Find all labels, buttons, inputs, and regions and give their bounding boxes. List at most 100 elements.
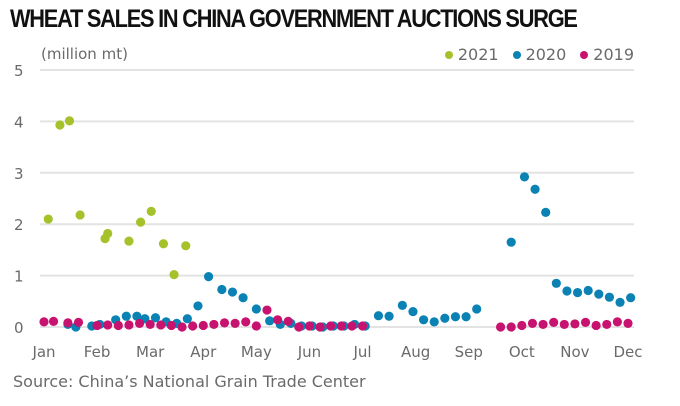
data-point-2019 — [177, 322, 187, 332]
data-point-2019 — [103, 320, 113, 330]
x-tick-label: Oct — [509, 343, 535, 361]
series-2021 — [43, 116, 191, 280]
y-tick-label: 0 — [14, 319, 24, 337]
data-point-2020 — [530, 184, 540, 194]
legend-label-2019: 2019 — [593, 45, 634, 64]
data-point-2019 — [315, 322, 325, 332]
data-point-2020 — [182, 314, 192, 324]
data-point-2020 — [373, 311, 384, 321]
data-point-2021 — [181, 241, 191, 251]
data-point-2019 — [326, 321, 336, 331]
y-axis-ticks: 0 1 2 3 4 5 — [14, 62, 24, 337]
data-point-2020 — [506, 237, 516, 247]
data-point-2019 — [156, 320, 166, 330]
data-point-2019 — [591, 320, 601, 331]
data-point-2021 — [124, 236, 134, 246]
data-point-2020 — [572, 287, 583, 298]
data-point-2021 — [169, 269, 179, 280]
data-point-2020 — [203, 272, 214, 282]
data-point-2020 — [408, 306, 418, 317]
data-point-2020 — [583, 285, 593, 296]
data-point-2021 — [136, 217, 146, 227]
data-point-2019 — [48, 316, 59, 326]
x-tick-label: Feb — [84, 343, 111, 361]
data-point-2019 — [63, 318, 73, 328]
x-tick-label: Jul — [352, 343, 371, 361]
chart-title: WHEAT SALES IN CHINA GOVERNMENT AUCTIONS… — [10, 5, 578, 33]
data-point-2019 — [506, 322, 516, 332]
legend-dot-2021 — [444, 50, 453, 59]
data-point-2020 — [397, 300, 407, 311]
data-point-2020 — [594, 289, 604, 299]
data-point-2019 — [580, 317, 591, 327]
x-tick-label: Mar — [136, 343, 165, 361]
legend-label-2021: 2021 — [457, 45, 499, 64]
data-points — [39, 116, 636, 332]
data-point-2019 — [549, 317, 559, 327]
series-2019 — [39, 305, 633, 332]
data-point-2020 — [384, 311, 394, 321]
x-tick-label: May — [241, 343, 272, 361]
data-point-2021 — [146, 206, 156, 216]
data-point-2019 — [219, 318, 230, 328]
data-point-2019 — [113, 320, 123, 331]
data-point-2021 — [55, 120, 65, 130]
data-point-2020 — [562, 286, 572, 296]
data-point-2019 — [188, 321, 198, 331]
data-point-2020 — [450, 312, 461, 322]
y-axis-unit-label: (million mt) — [41, 45, 128, 63]
data-point-2019 — [612, 317, 622, 327]
data-point-2019 — [347, 321, 357, 331]
data-point-2021 — [158, 239, 169, 249]
legend-label-2020: 2020 — [525, 45, 567, 64]
data-point-2019 — [73, 317, 84, 327]
data-point-2019 — [251, 321, 261, 331]
data-point-2019 — [538, 319, 548, 330]
data-point-2019 — [559, 319, 569, 330]
data-point-2019 — [230, 318, 240, 329]
legend-item-2021: 2021 — [444, 45, 499, 64]
data-point-2019 — [527, 318, 538, 329]
data-point-2019 — [304, 321, 315, 331]
data-point-2020 — [251, 304, 261, 314]
data-point-2020 — [551, 278, 561, 288]
data-point-2019 — [623, 318, 633, 329]
legend-item-2019: 2019 — [580, 45, 634, 64]
data-point-2019 — [198, 320, 208, 331]
data-point-2019 — [92, 320, 102, 331]
data-point-2020 — [121, 311, 131, 321]
data-point-2019 — [124, 320, 134, 330]
x-tick-label: Nov — [560, 343, 589, 361]
data-point-2020 — [238, 293, 248, 303]
data-point-2019 — [166, 320, 177, 331]
data-point-2020 — [227, 287, 238, 297]
legend-dot-2019 — [580, 50, 589, 59]
series-2020 — [63, 172, 636, 332]
data-point-2020 — [615, 297, 625, 307]
data-point-2019 — [209, 319, 219, 330]
data-point-2021 — [103, 228, 113, 239]
y-tick-label: 3 — [14, 165, 24, 183]
data-point-2020 — [217, 284, 227, 295]
x-tick-label: Jan — [31, 343, 55, 361]
x-tick-label: Dec — [613, 343, 642, 361]
x-tick-label: Apr — [190, 343, 217, 361]
x-tick-label: Jun — [297, 343, 321, 361]
data-point-2019 — [570, 319, 580, 329]
x-tick-label: Aug — [401, 343, 430, 361]
data-point-2020 — [265, 316, 275, 326]
data-point-2020 — [541, 207, 551, 217]
data-point-2020 — [626, 293, 636, 303]
y-tick-label: 1 — [14, 268, 24, 286]
data-point-2021 — [64, 116, 75, 126]
legend-dot-2020 — [512, 50, 521, 59]
data-point-2019 — [134, 318, 145, 329]
data-point-2020 — [461, 312, 471, 322]
data-point-2019 — [241, 317, 251, 327]
data-point-2020 — [419, 315, 429, 325]
data-point-2019 — [39, 317, 49, 327]
source-note: Source: China’s National Grain Trade Cen… — [13, 372, 366, 391]
data-point-2020 — [132, 311, 142, 321]
data-point-2019 — [294, 322, 304, 332]
data-point-2021 — [43, 214, 53, 224]
